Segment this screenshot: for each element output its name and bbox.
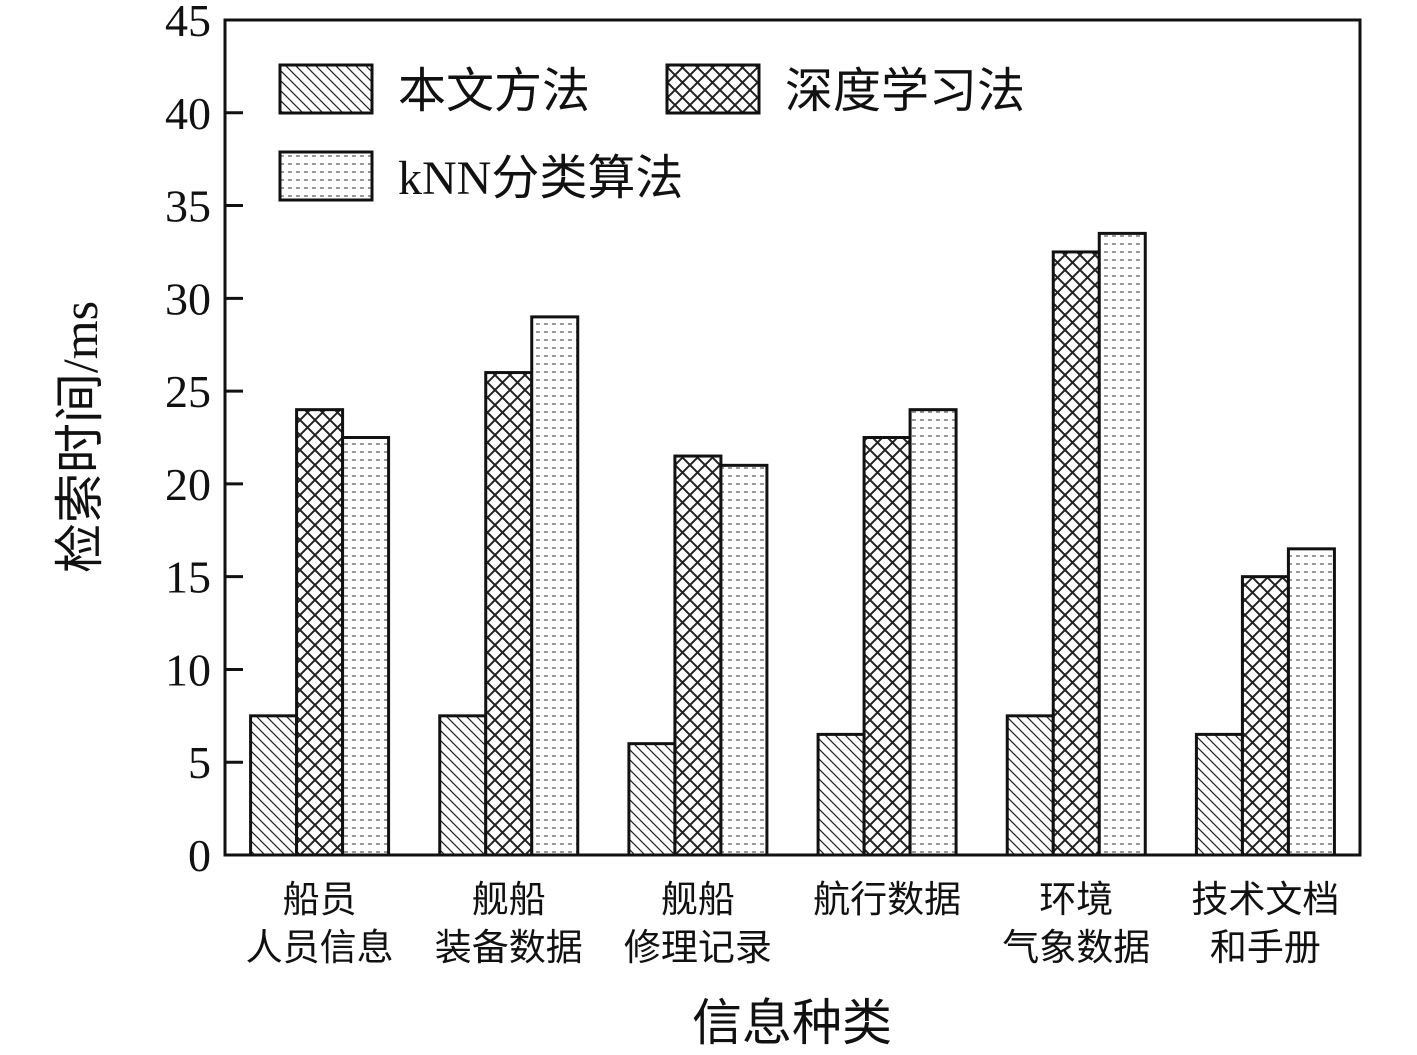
- legend-label-1: 本文方法: [398, 65, 590, 118]
- x-category-label: 装备数据: [435, 927, 583, 969]
- bar-1-4: [816, 732, 866, 857]
- y-tick-label: 10: [165, 644, 211, 695]
- bar-3-3: [719, 463, 769, 857]
- bar-2-4: [862, 436, 912, 857]
- bar-2-5: [1051, 250, 1101, 857]
- bar-3-5: [1097, 231, 1147, 857]
- y-tick-label: 15: [165, 552, 211, 603]
- x-category-label: 环境: [1039, 879, 1113, 921]
- y-tick-label: 45: [165, 0, 211, 46]
- y-tick-label: 20: [165, 459, 211, 510]
- legend-label-3: kNN分类算法: [398, 152, 683, 205]
- legend-swatch-2: [665, 63, 761, 115]
- bar-3-4: [908, 408, 958, 857]
- bar-3-2: [530, 315, 580, 857]
- legend: 本文方法 深度学习法 kNN分类算法: [278, 63, 1025, 205]
- y-tick-label: 5: [188, 737, 211, 788]
- bar-2-2: [484, 371, 534, 857]
- x-category-label: 船员: [283, 879, 357, 921]
- legend-swatch-1: [278, 63, 374, 115]
- x-category-label: 修理记录: [624, 927, 772, 969]
- bar-3-1: [341, 436, 391, 857]
- legend-swatch-3: [278, 150, 374, 202]
- x-category-label: 舰船: [472, 879, 546, 921]
- bar-2-3: [673, 454, 723, 857]
- y-tick-label: 35: [165, 181, 211, 232]
- x-category-label: 航行数据: [813, 879, 961, 921]
- bar-2-1: [295, 408, 345, 857]
- y-tick-label: 0: [188, 830, 211, 881]
- plot-frame: [223, 18, 1362, 857]
- x-category-label: 人员信息: [246, 927, 394, 969]
- bar-1-5: [1005, 714, 1055, 857]
- bar-2-6: [1240, 575, 1290, 857]
- y-axis: 0 5 10 15 20 25 30 35 40 45: [165, 0, 243, 881]
- x-category-label: 舰船: [661, 879, 735, 921]
- y-tick-label: 25: [165, 366, 211, 417]
- x-category-label: 技术文档: [1191, 879, 1339, 921]
- x-axis-title: 信息种类: [692, 995, 892, 1050]
- y-axis-title: 检索时间/ms: [52, 301, 108, 573]
- x-category-label: 气象数据: [1002, 927, 1150, 969]
- bar-1-3: [627, 742, 677, 857]
- bar-1-6: [1194, 732, 1244, 857]
- y-tick-label: 40: [165, 88, 211, 139]
- bar-layer: [249, 231, 1336, 857]
- legend-label-2: 深度学习法: [785, 65, 1025, 118]
- x-category-label: 和手册: [1210, 928, 1321, 969]
- bar-1-1: [249, 714, 299, 857]
- bar-1-2: [438, 714, 488, 857]
- bar-3-6: [1286, 547, 1336, 857]
- y-tick-label: 30: [165, 273, 211, 324]
